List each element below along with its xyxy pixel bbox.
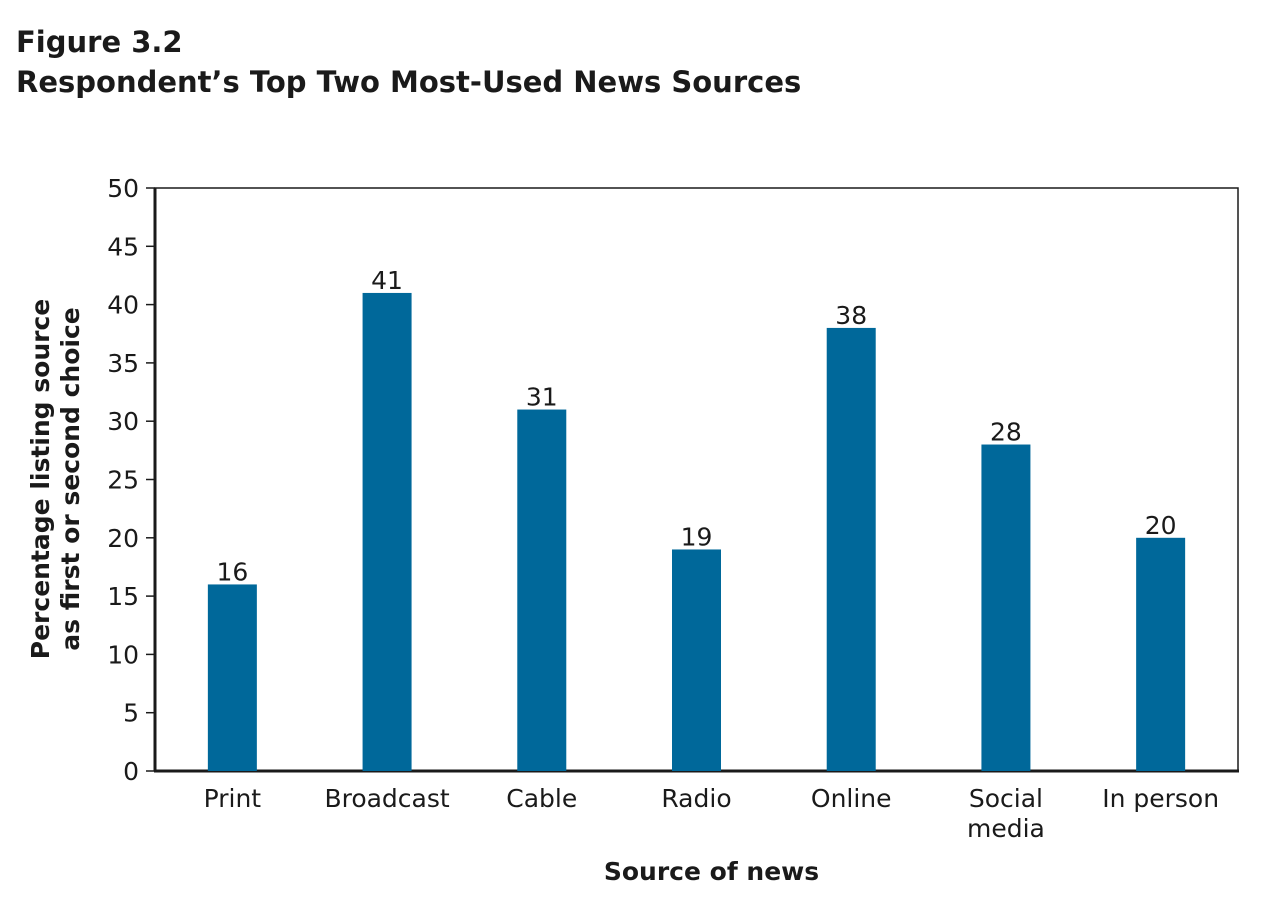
bar [981, 444, 1031, 771]
y-tick-label: 20 [107, 524, 139, 553]
x-tick-label: Cable [506, 784, 577, 813]
x-tick-label: Radio [661, 784, 731, 813]
bar [207, 584, 257, 771]
x-tick-label: In person [1102, 784, 1219, 813]
y-tick-label: 35 [107, 349, 139, 378]
chart-title: Respondent’s Top Two Most-Used News Sour… [16, 65, 802, 99]
data-label: 16 [216, 557, 248, 586]
bar [672, 549, 721, 771]
data-label: 38 [835, 301, 867, 330]
y-tick-label: 15 [107, 582, 139, 611]
y-axis-title: Percentage listing sourceas first or sec… [26, 299, 85, 659]
axis-titles: Source of news Percentage listing sourcea… [26, 299, 819, 886]
y-tick-label: 0 [123, 757, 139, 786]
y-tick-label: 10 [107, 640, 139, 669]
figure-header: Figure 3.2 Respondent’s Top Two Most-Use… [16, 22, 801, 102]
data-label: 31 [526, 383, 558, 412]
data-label: 20 [1145, 511, 1177, 540]
y-tick-label: 40 [107, 291, 139, 320]
y-tick-label: 45 [107, 232, 139, 261]
y-tick-label: 25 [107, 466, 139, 495]
bar [517, 409, 567, 771]
figure-label: Figure 3.2 [16, 25, 183, 59]
bar [1136, 537, 1186, 771]
x-axis-title: Source of news [604, 857, 819, 886]
x-tick-label: Broadcast [324, 784, 449, 813]
data-labels: 16 41 31 19 38 28 20 [216, 266, 1176, 587]
x-tick-label: Print [204, 784, 262, 813]
x-tick-label: Online [811, 784, 892, 813]
bar [826, 327, 876, 771]
bar-series [207, 292, 1186, 771]
x-axis: Print Broadcast Cable Radio Online Social medi… [204, 784, 1219, 843]
x-tick-label: Social media [967, 784, 1045, 843]
y-tick-label: 30 [107, 407, 139, 436]
y-tick-label: 50 [107, 174, 139, 203]
bar [362, 292, 412, 771]
data-label: 41 [371, 266, 403, 295]
data-label: 19 [681, 522, 713, 551]
y-axis: 0 5 10 15 20 25 30 35 40 45 50 [107, 174, 155, 786]
data-label: 28 [990, 418, 1022, 447]
y-tick-label: 5 [123, 699, 139, 728]
